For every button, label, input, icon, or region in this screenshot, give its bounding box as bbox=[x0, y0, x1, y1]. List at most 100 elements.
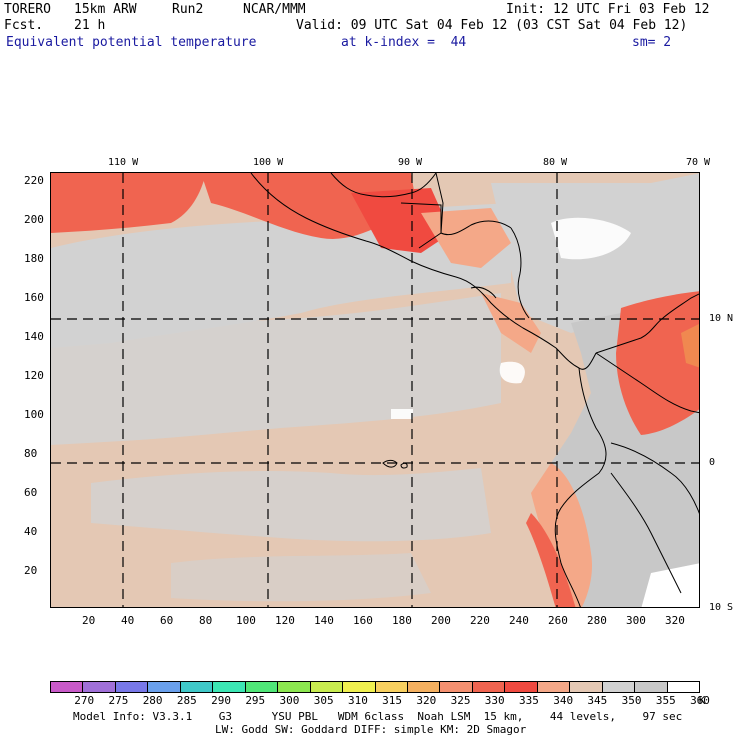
color-scale-label: 325 bbox=[450, 694, 471, 707]
color-scale-label: 355 bbox=[655, 694, 676, 707]
peru-brazil-border bbox=[610, 442, 699, 514]
run-label: Run2 bbox=[172, 2, 204, 17]
color-scale-swatch bbox=[343, 682, 376, 692]
yucatan-coast bbox=[435, 173, 512, 236]
color-scale-label: 290 bbox=[211, 694, 231, 707]
warm-ocean-strip bbox=[51, 431, 291, 473]
color-scale-label: 270 bbox=[74, 694, 95, 707]
organization: NCAR/MMM bbox=[243, 2, 306, 17]
color-scale-label: 335 bbox=[519, 694, 539, 707]
nicaragua-border bbox=[470, 286, 497, 299]
color-scale-swatch bbox=[213, 682, 246, 692]
andes-border bbox=[610, 472, 682, 594]
guatemala-border bbox=[400, 202, 442, 249]
color-scale-label: 345 bbox=[587, 694, 608, 707]
left-tick-label: 200 bbox=[24, 213, 44, 226]
andes-hottest-core bbox=[681, 324, 699, 368]
color-scale-swatch bbox=[472, 682, 506, 692]
gray-band-south bbox=[91, 468, 491, 542]
bottom-tick-label: 80 bbox=[199, 614, 213, 627]
smoothing-info: sm= 2 bbox=[632, 35, 672, 50]
ocean-white-patch-east bbox=[499, 361, 525, 384]
bottom-tick-label: 320 bbox=[665, 614, 685, 627]
model-name: TORERO bbox=[4, 2, 51, 17]
model-info-line: Model Info: V3.3.1 G3 YSU PBL WDM 6class… bbox=[73, 710, 683, 723]
bottom-tick-label: 40 bbox=[121, 614, 135, 627]
color-scale-label: 350 bbox=[621, 694, 642, 707]
galapagos-islands bbox=[382, 459, 408, 469]
color-scale-label: 305 bbox=[313, 694, 334, 707]
caribbean-coast bbox=[510, 227, 530, 319]
left-tick-label: 60 bbox=[24, 486, 38, 499]
theta-e-field bbox=[51, 173, 699, 607]
left-tick-label: 140 bbox=[24, 330, 44, 343]
forecast-hours: 21 h bbox=[74, 18, 106, 33]
bottom-tick-label: 220 bbox=[470, 614, 490, 627]
northwest-hot-region bbox=[51, 173, 206, 233]
lat-lon-grid bbox=[51, 173, 699, 607]
lat-label: 10 N bbox=[709, 313, 734, 324]
color-scale-label: 275 bbox=[108, 694, 129, 707]
color-scale-swatch bbox=[635, 682, 668, 692]
bottom-tick-label: 180 bbox=[392, 614, 412, 627]
color-scale-swatch bbox=[278, 682, 311, 692]
left-tick-label: 100 bbox=[24, 408, 44, 421]
color-scale-swatch bbox=[537, 682, 571, 692]
land-white-patch bbox=[641, 563, 699, 607]
color-scale-swatch bbox=[83, 682, 116, 692]
model-resolution: 15km ARW bbox=[74, 2, 137, 17]
left-tick-label: 40 bbox=[24, 525, 38, 538]
bottom-tick-label: 140 bbox=[314, 614, 334, 627]
color-scale-swatch bbox=[407, 682, 441, 692]
color-scale-label: K bbox=[698, 694, 706, 707]
color-scale-swatch bbox=[115, 682, 149, 692]
color-scale-label: 285 bbox=[176, 694, 197, 707]
lon-label: 100 W bbox=[253, 157, 284, 168]
ecuador-colombia-border bbox=[595, 352, 699, 414]
color-scale-label: 310 bbox=[347, 694, 368, 707]
gulf-coast bbox=[330, 173, 437, 198]
andes-hot-region bbox=[616, 291, 699, 435]
color-scale-label: 295 bbox=[245, 694, 266, 707]
peru-coast-hot bbox=[526, 513, 576, 607]
init-time: Init: 12 UTC Fri 03 Feb 12 bbox=[506, 2, 710, 17]
bottom-tick-label: 280 bbox=[587, 614, 607, 627]
physics-info-line: LW: Godd SW: Goddard DIFF: simple KM: 2D… bbox=[215, 723, 527, 736]
gray-band-mid bbox=[51, 293, 501, 445]
map-panel bbox=[50, 172, 700, 608]
lon-label: 80 W bbox=[543, 157, 568, 168]
color-scale-swatch bbox=[375, 682, 408, 692]
forecast-label: Fcst. bbox=[4, 18, 44, 33]
color-scale-swatch bbox=[440, 682, 473, 692]
bottom-tick-label: 60 bbox=[160, 614, 174, 627]
ocean-white-patch-mid bbox=[391, 409, 413, 419]
coastlines bbox=[250, 173, 699, 607]
lon-label: 70 W bbox=[686, 157, 711, 168]
color-scale-swatch bbox=[667, 682, 700, 692]
left-tick-label: 160 bbox=[24, 291, 44, 304]
level-info: at k-index = 44 bbox=[341, 35, 467, 50]
left-tick-label: 180 bbox=[24, 252, 44, 265]
lon-label: 90 W bbox=[398, 157, 423, 168]
left-tick-label: 220 bbox=[24, 174, 44, 187]
color-scale-swatch bbox=[245, 682, 279, 692]
bottom-tick-label: 20 bbox=[82, 614, 96, 627]
central-america-warm bbox=[421, 208, 511, 268]
color-scale-swatch bbox=[180, 682, 214, 692]
mexico-coast-hot bbox=[201, 173, 416, 239]
bottom-tick-label: 100 bbox=[236, 614, 256, 627]
colombia-coast bbox=[595, 293, 699, 354]
color-scale-label: 320 bbox=[416, 694, 437, 707]
color-scale-label: 315 bbox=[382, 694, 403, 707]
bottom-tick-label: 240 bbox=[509, 614, 529, 627]
color-scale-bar bbox=[50, 681, 700, 693]
lon-label: 110 W bbox=[108, 157, 139, 168]
lat-label: 10 S bbox=[709, 602, 734, 613]
color-scale-label: 330 bbox=[484, 694, 505, 707]
color-scale-label: 300 bbox=[279, 694, 300, 707]
gray-band-far-south bbox=[171, 553, 431, 602]
left-tick-label: 20 bbox=[24, 564, 38, 577]
bottom-tick-label: 120 bbox=[275, 614, 295, 627]
color-scale-label: 280 bbox=[142, 694, 163, 707]
bottom-tick-label: 300 bbox=[626, 614, 646, 627]
